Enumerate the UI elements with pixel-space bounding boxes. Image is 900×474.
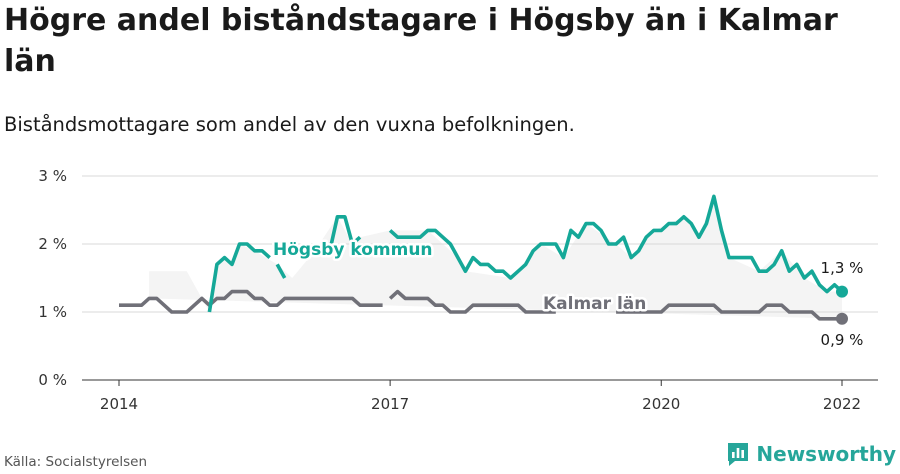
kalmar-line-segment — [616, 303, 842, 321]
y-tick-label: 2 % — [38, 235, 67, 253]
y-tick-label: 1 % — [38, 303, 67, 321]
kalmar-series-label: Kalmar län — [543, 294, 646, 314]
y-axis: 0 % 1 % 2 % 3 % — [38, 167, 67, 389]
hogsby-series-label: Högsby kommun — [273, 240, 433, 260]
kalmar-end-point — [836, 312, 848, 325]
range-band-area — [149, 196, 843, 319]
x-tick-label: 2014 — [100, 395, 138, 413]
shaded-range-band — [149, 196, 843, 319]
hogsby-line-segment — [388, 194, 844, 294]
hogsby-line-segment — [207, 242, 271, 313]
hogsby-end-label: 1,3 % — [821, 259, 864, 277]
series-lines — [119, 194, 848, 325]
source-note: Källa: Socialstyrelsen — [4, 454, 148, 470]
kalmar-end-label: 0,9 % — [821, 331, 864, 349]
brand-name: Newsworthy — [756, 442, 896, 466]
chart-title: Högre andel biståndstagare i Högsby än i… — [4, 3, 838, 79]
x-tick-label: 2020 — [642, 395, 680, 413]
chart-subtitle: Biståndsmottagare som andel av den vuxna… — [4, 113, 575, 136]
chart-labels: Högsby kommun Kalmar län 1,3 % 0,9 % — [271, 238, 864, 350]
x-tick-label: 2017 — [371, 395, 409, 413]
newsworthy-logo-icon — [728, 443, 749, 466]
hogsby-end-point — [836, 285, 848, 298]
x-tick-label: 2022 — [823, 395, 861, 413]
y-tick-label: 0 % — [38, 371, 67, 389]
hogsby-line-segment — [275, 263, 287, 279]
x-axis: 2014 2017 2020 2022 — [82, 379, 878, 413]
kalmar-line-segment — [388, 289, 556, 314]
brand-logo[interactable]: Newsworthy — [726, 441, 896, 467]
y-tick-label: 3 % — [38, 167, 67, 185]
hogsby-line-segment — [328, 215, 362, 252]
kalmar-line-segment — [119, 289, 383, 314]
